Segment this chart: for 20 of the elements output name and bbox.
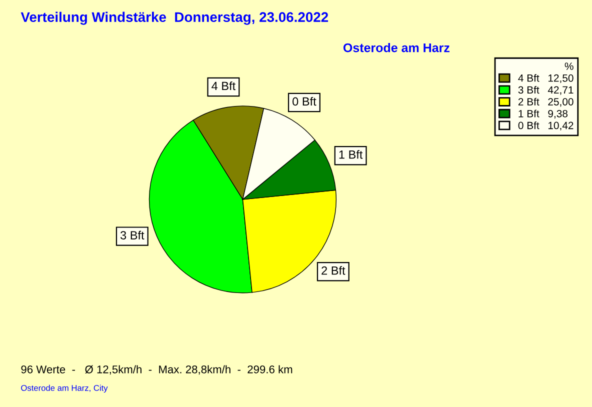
legend-label: 2 Bft: [518, 98, 540, 106]
text: 96 Werte - Ø 12,5km/h - Max. 28,8km/h - 299.6 km: [21, 365, 292, 375]
slice-label: 4 Bft: [212, 81, 236, 90]
data-label: 25,00: [548, 98, 574, 107]
slice-label: 1 Bft: [339, 150, 363, 159]
slice-label: 3 Bft: [120, 230, 144, 240]
data-label: 42,71: [548, 86, 574, 95]
slice-label: 2 Bft: [322, 266, 346, 275]
text: Osterode am Harz, City: [21, 384, 108, 393]
chart-subtitle: Osterode am Harz: [343, 43, 450, 52]
legend-label: 4 Bft: [518, 74, 540, 82]
legend-title: %: [564, 62, 574, 70]
data-label: 9,38: [548, 110, 568, 119]
data-label: 10,42: [548, 122, 574, 130]
legend-label: 0 Bft: [518, 122, 540, 130]
data-label: 12,50: [548, 74, 574, 84]
legend-label: 1 Bft: [518, 110, 540, 118]
legend-label: 3 Bft: [518, 86, 540, 94]
chart-title: Verteilung Windstärke Donnerstag, 23.06.2022: [20, 12, 328, 25]
slice-label: 0 Bft: [292, 96, 316, 106]
